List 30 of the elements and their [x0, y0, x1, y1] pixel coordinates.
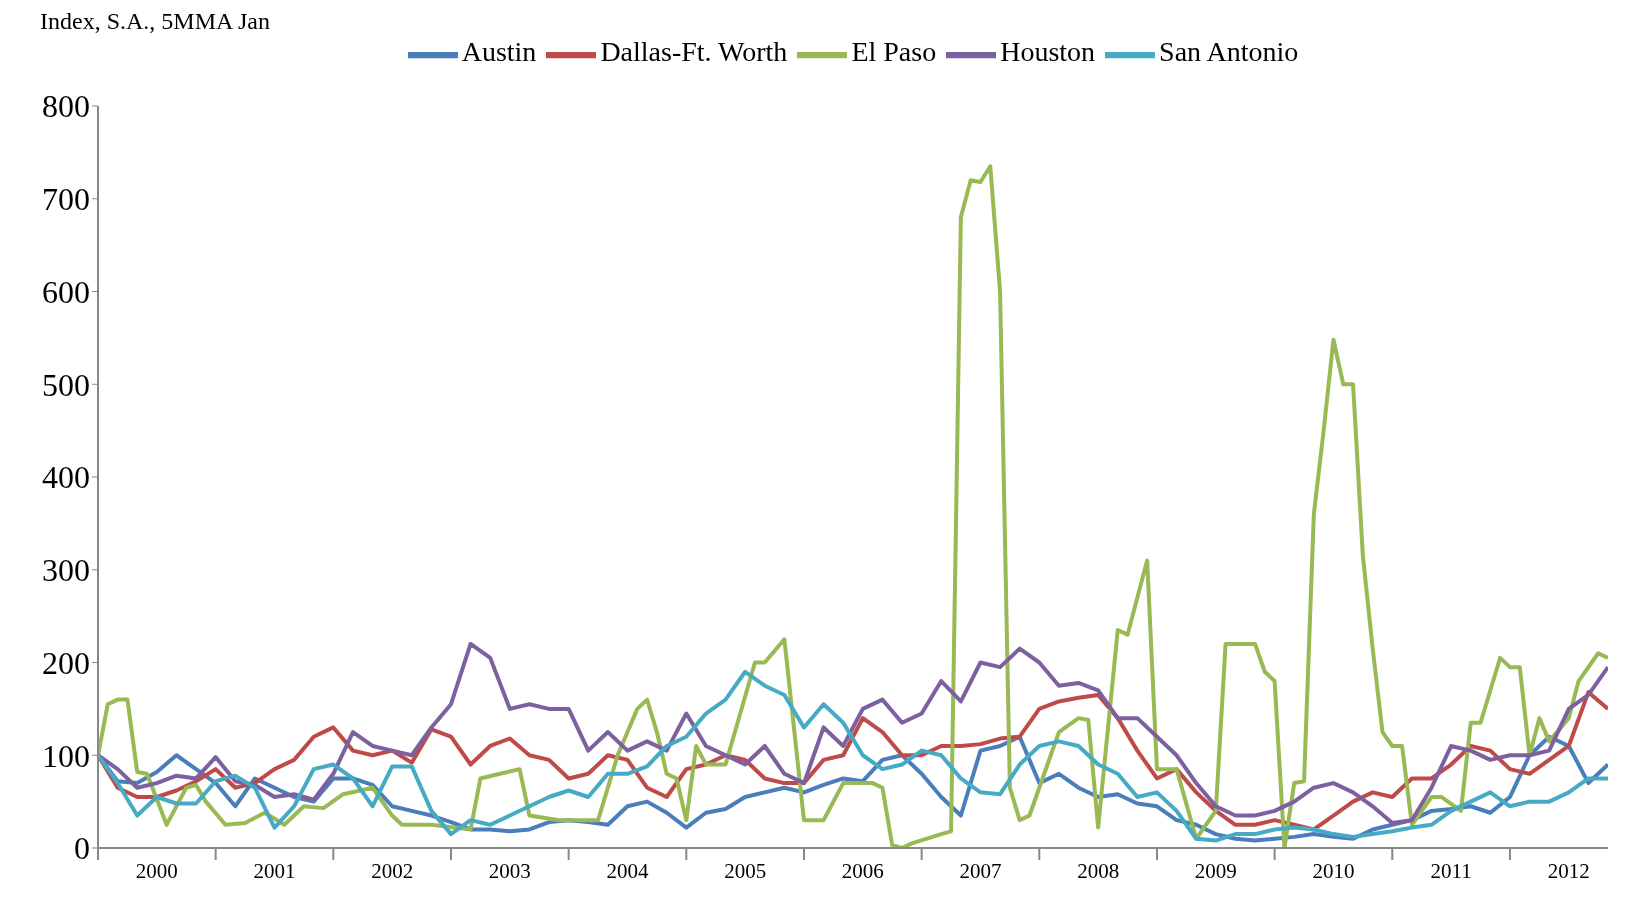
y-tick-label: 800	[42, 88, 90, 125]
x-tick-label: 2000	[135, 859, 178, 883]
x-tick-label: 2002	[371, 859, 414, 883]
x-tick-label: 2008	[1077, 859, 1120, 883]
y-tick-label: 400	[42, 459, 90, 496]
line-series	[98, 669, 1608, 843]
x-tick-label: 2004	[606, 859, 649, 883]
legend-label: San Antonio	[1159, 36, 1299, 68]
x-tick-label: 2003	[488, 859, 531, 883]
y-tick-label: 0	[74, 830, 90, 867]
x-tick-label: 2012	[1547, 859, 1590, 883]
y-tick-label: 300	[42, 552, 90, 589]
y-tick-label: 100	[42, 737, 90, 774]
x-tick-label: 2005	[724, 859, 767, 883]
line-series	[98, 641, 1608, 825]
x-tick-label: 2007	[959, 859, 1002, 883]
x-tick-label: 2009	[1194, 859, 1237, 883]
y-tick-label: 600	[42, 273, 90, 310]
legend-label: Austin	[461, 36, 537, 68]
x-tick-label: 2010	[1312, 859, 1355, 883]
y-tick-label: 200	[42, 644, 90, 681]
x-tick-label: 2011	[1430, 859, 1472, 883]
x-tick-label: 2001	[253, 859, 296, 883]
legend-label: Dallas-Ft. Worth	[600, 36, 788, 68]
legend-label: El Paso	[851, 36, 937, 68]
y-tick-label: 700	[42, 181, 90, 218]
x-tick-label: 2006	[841, 859, 884, 883]
y-tick-label: 500	[42, 366, 90, 403]
legend-label: Houston	[1000, 36, 1096, 68]
y-axis-title: Index, S.A., 5MMA Jan	[40, 8, 271, 35]
